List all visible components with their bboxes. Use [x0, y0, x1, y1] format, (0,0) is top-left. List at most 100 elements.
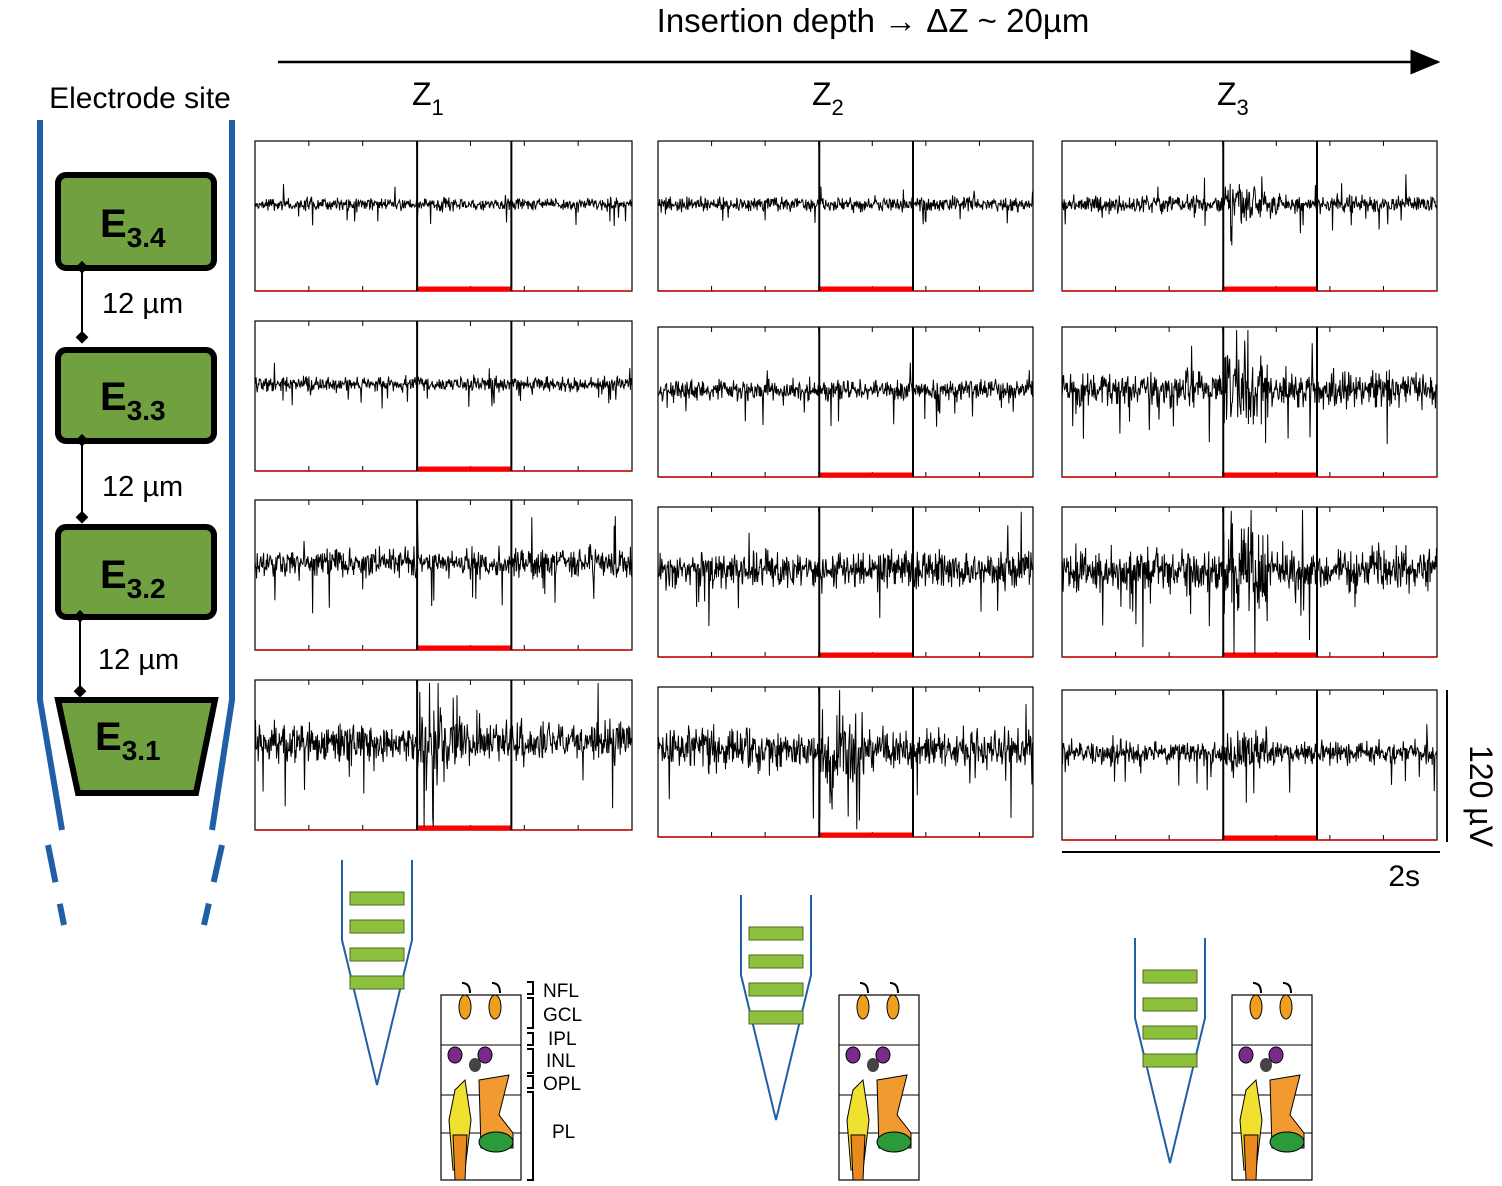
ganglion: [856, 994, 870, 1020]
column-sub: 3: [1237, 95, 1249, 120]
layer-label: PL: [552, 1122, 575, 1143]
panel-frame: [254, 140, 633, 292]
trace: [254, 516, 633, 614]
trace-panel: [254, 140, 633, 292]
trace: [657, 362, 1034, 427]
ganglion: [458, 994, 472, 1020]
trace-panel: [254, 679, 633, 831]
axon: [461, 982, 471, 994]
trace-panel: [254, 320, 633, 472]
ganglion: [886, 994, 900, 1020]
cone-lower: [452, 1134, 468, 1181]
bipolar: [469, 1058, 481, 1072]
trace: [254, 183, 633, 227]
column-label: Z1: [412, 76, 444, 120]
layer-label: NFL: [543, 981, 579, 1002]
site-label: E3.3: [100, 375, 166, 426]
rod: [1269, 1074, 1305, 1149]
site-sub: 3.2: [127, 573, 166, 604]
axon: [1252, 982, 1262, 994]
site-main: E: [100, 375, 127, 419]
rod: [876, 1074, 912, 1149]
column-main: Z: [1217, 76, 1237, 112]
probe-outline: [341, 860, 413, 1086]
spacing: 12 µm: [98, 644, 179, 676]
axon: [491, 982, 501, 994]
trace: [657, 186, 1034, 225]
panel-frame: [1061, 140, 1438, 292]
panel-frame: [657, 326, 1034, 478]
probe-site: [1142, 1053, 1198, 1068]
probe: [740, 895, 812, 1121]
scale-vertical-label: 120 µV: [1463, 745, 1499, 848]
trace-panel: [254, 499, 633, 651]
ganglion: [1279, 994, 1293, 1020]
panel-frame: [657, 140, 1034, 292]
probe-site: [748, 954, 804, 969]
cone-lower: [850, 1134, 866, 1181]
probe-outline: [1134, 938, 1206, 1164]
site-label: E3.2: [100, 553, 166, 604]
bipolar: [867, 1058, 879, 1072]
cone-lower: [1243, 1134, 1259, 1181]
trace-panel: [1061, 689, 1438, 841]
trace-panel: [657, 506, 1034, 658]
amacrine: [1238, 1046, 1254, 1064]
ganglion: [1249, 994, 1263, 1020]
shank: [37, 120, 235, 926]
scale-horizontal-label: 2s: [1388, 860, 1420, 893]
layer-label: OPL: [543, 1074, 581, 1095]
site: [55, 524, 217, 620]
trace: [1061, 724, 1438, 803]
column-sub: 1: [432, 95, 444, 120]
connectors: [79, 268, 83, 692]
spacing: 12 µm: [102, 471, 183, 503]
trace: [657, 511, 1034, 627]
title: Insertion depth → ΔZ ~ 20µm: [657, 2, 1090, 39]
layer-labels: NFL GCL IPL INL OPL PL: [543, 981, 582, 1143]
trace-panel: [1061, 326, 1438, 478]
site-sub: 3.3: [127, 395, 166, 426]
column-main: Z: [412, 76, 432, 112]
probe: [341, 860, 413, 1086]
probe-site: [1142, 997, 1198, 1012]
layer-label: IPL: [548, 1029, 577, 1050]
probe-site: [349, 919, 405, 934]
site: [55, 172, 217, 271]
probe-site: [349, 975, 405, 990]
trace-panel: [657, 140, 1034, 292]
trace: [254, 362, 633, 409]
site-main: E: [100, 202, 127, 246]
trace: [1061, 329, 1438, 445]
site-label: E3.4: [100, 202, 166, 253]
probe-site: [748, 982, 804, 997]
probe-site: [349, 891, 405, 906]
trace: [254, 682, 633, 828]
panel-frame: [254, 320, 633, 472]
retina: [838, 982, 920, 1181]
trace: [657, 689, 1034, 830]
spacing: 12 µm: [102, 288, 183, 320]
site: [54, 697, 219, 796]
axon: [1282, 982, 1292, 994]
trace-panel: [657, 326, 1034, 478]
electrode-title: Electrode site: [49, 82, 231, 115]
probe: [1134, 938, 1206, 1164]
probe-site: [748, 926, 804, 941]
amacrine: [477, 1046, 493, 1064]
layer-label: GCL: [543, 1005, 582, 1026]
axon: [859, 982, 869, 994]
trace-panel: [1061, 506, 1438, 658]
rod-seg: [478, 1131, 514, 1153]
panel-frame: [1061, 689, 1438, 841]
probe-outline: [740, 895, 812, 1121]
column-main: Z: [812, 76, 832, 112]
probe-site: [748, 1010, 804, 1025]
panel-frame: [254, 499, 633, 651]
column-label: Z2: [812, 76, 844, 120]
layer-label: INL: [546, 1051, 576, 1072]
sites: [54, 172, 219, 796]
trace-panel: [1061, 140, 1438, 292]
amacrine: [875, 1046, 891, 1064]
site-label: E3.1: [95, 715, 161, 766]
